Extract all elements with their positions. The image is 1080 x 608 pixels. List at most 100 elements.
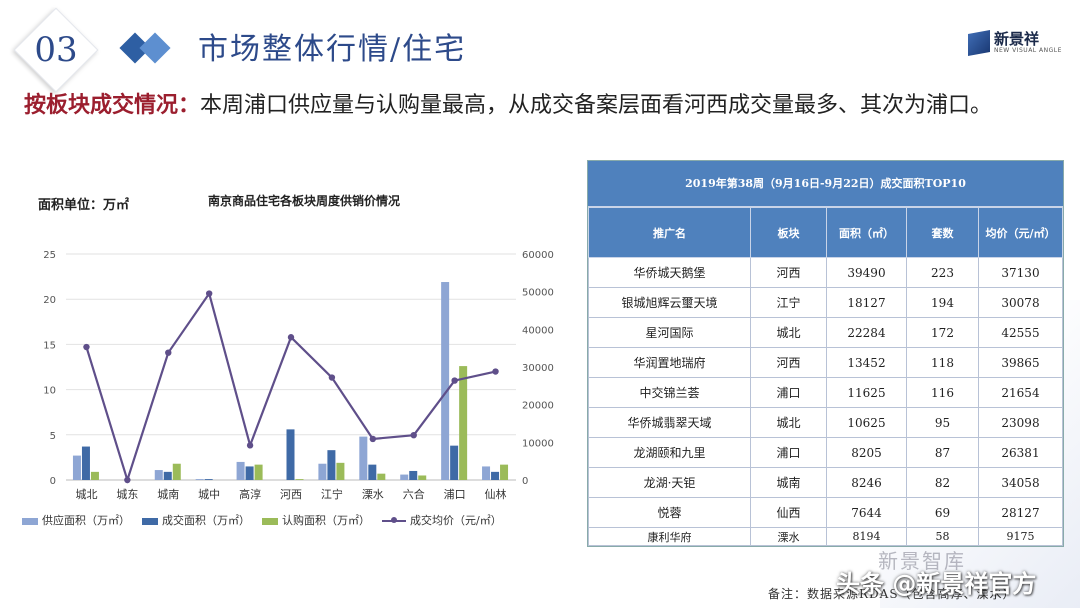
table-header: 套数 — [906, 207, 979, 258]
table-cell: 42555 — [978, 317, 1063, 348]
x-tick-label: 仙林 — [485, 487, 507, 501]
x-tick-label: 城北 — [75, 488, 97, 501]
bar — [195, 479, 204, 480]
brand-logo: 新景祥 NEW VISUAL ANGLE — [968, 28, 1068, 64]
legend-item-subscription: 认购面积（万㎡） — [262, 512, 370, 528]
table-cell: 82 — [906, 467, 979, 498]
bar — [245, 466, 254, 480]
table-cell: 华侨城天鹅堡 — [588, 257, 751, 288]
table-cell: 溧水 — [750, 527, 827, 546]
table-cell: 康利华府 — [588, 527, 751, 546]
summary-lead: 按板块成交情况： — [24, 92, 201, 118]
bar — [154, 470, 163, 480]
table-cell: 7644 — [826, 497, 907, 528]
line-point — [205, 290, 213, 297]
table-cell: 城南 — [750, 467, 827, 498]
line-point — [492, 368, 499, 375]
line-point — [124, 476, 131, 484]
line-point — [369, 435, 377, 443]
table-row: 中交锦兰荟 浦口 11625 116 21654 — [588, 377, 1063, 408]
table-cell: 11625 — [826, 377, 907, 408]
table-cell: 浦口 — [750, 377, 827, 408]
x-tick-label: 城南 — [157, 488, 179, 501]
y-right-tick-label: 40000 — [522, 325, 554, 336]
bar — [359, 436, 368, 480]
table-cell: 浦口 — [750, 437, 827, 468]
table-cell: 华侨城翡翠天域 — [588, 407, 751, 438]
x-tick-label: 溧水 — [362, 487, 384, 501]
logo-text: 新景祥 — [994, 30, 1040, 48]
watermark: 新景智库 — [878, 549, 966, 573]
bar — [163, 471, 172, 480]
y-left-tick-label: 25 — [43, 250, 56, 261]
table-cell: 18127 — [826, 287, 907, 318]
table-cell: 116 — [906, 377, 979, 408]
table-cell: 194 — [906, 287, 979, 318]
bar — [377, 473, 386, 480]
summary-paragraph: 按板块成交情况：本周浦口供应量与认购量最高，从成交备案层面看河西成交量最多、其次… — [24, 86, 1064, 125]
table-cell: 江宁 — [750, 287, 827, 318]
table-cell: 银城旭辉云璽天境 — [588, 287, 751, 318]
line-point — [410, 431, 417, 439]
table-cell: 223 — [906, 257, 979, 288]
y-left-tick-label: 5 — [50, 431, 56, 442]
x-tick-label: 浦口 — [444, 488, 466, 501]
top10-table: 2019年第38周（9月16日-9月22日）成交面积TOP10 推广名 板块 面… — [587, 160, 1064, 547]
table-cell: 34058 — [978, 467, 1063, 498]
table-caption: 2019年第38周（9月16日-9月22日）成交面积TOP10 — [588, 161, 1063, 207]
chart-title: 南京商品住宅各板块周度供销价情况 — [208, 194, 401, 208]
bar — [450, 445, 459, 480]
bar — [418, 475, 427, 480]
table-cell: 华润置地瑞府 — [588, 347, 751, 378]
bar — [327, 450, 336, 480]
table-cell: 87 — [906, 437, 979, 468]
table-cell: 8246 — [826, 467, 907, 498]
table-cell: 37130 — [978, 257, 1063, 288]
table-cell: 河西 — [750, 257, 827, 288]
table-cell: 95 — [906, 407, 979, 438]
table-cell: 城北 — [750, 317, 827, 348]
y-right-tick-label: 30000 — [522, 363, 554, 374]
y-left-tick-label: 20 — [43, 295, 56, 306]
table-cell: 中交锦兰荟 — [588, 377, 751, 408]
y-left-tick-label: 0 — [50, 476, 56, 487]
line-point — [287, 334, 295, 341]
bar — [409, 470, 418, 480]
bar — [172, 463, 181, 480]
cube-icon — [968, 30, 990, 56]
table-cell: 172 — [906, 317, 979, 348]
table-cell: 69 — [906, 497, 979, 528]
bar — [318, 463, 327, 480]
table-cell: 星河国际 — [588, 317, 751, 348]
table-cell: 仙西 — [750, 497, 827, 528]
diamond-decoration — [118, 30, 188, 66]
x-tick-label: 河西 — [280, 488, 302, 501]
y-right-tick-label: 0 — [522, 476, 528, 487]
page-title: 市场整体行情/住宅 — [198, 32, 467, 67]
table-header: 推广名 — [588, 207, 751, 258]
table-cell: 8205 — [826, 437, 907, 468]
bar — [491, 471, 500, 480]
table-cell: 39865 — [978, 347, 1063, 378]
table-cell: 118 — [906, 347, 979, 378]
bar — [459, 366, 468, 480]
table-cell: 龙湖·天钜 — [588, 467, 751, 498]
table-cell: 22284 — [826, 317, 907, 348]
line-point — [165, 349, 172, 356]
table-row: 龙湖·天钜 城南 8246 82 34058 — [588, 467, 1063, 498]
legend-item-supply: 供应面积（万㎡） — [22, 512, 130, 528]
bar — [72, 455, 81, 480]
bar — [500, 464, 509, 480]
bar — [236, 461, 245, 480]
bar — [81, 446, 90, 480]
y-left-tick-label: 10 — [43, 386, 56, 397]
table-row: 星河国际 城北 22284 172 42555 — [588, 317, 1063, 348]
y-left-tick-label: 15 — [43, 340, 56, 351]
table-cell: 26381 — [978, 437, 1063, 468]
legend-item-avg-price: 成交均价（元/㎡） — [382, 512, 502, 528]
line-point — [246, 442, 254, 449]
table-cell: 58 — [906, 527, 979, 546]
table-row: 银城旭辉云璽天境 江宁 18127 194 30078 — [588, 287, 1063, 318]
x-tick-label: 高淳 — [239, 487, 261, 501]
table-cell: 21654 — [978, 377, 1063, 408]
